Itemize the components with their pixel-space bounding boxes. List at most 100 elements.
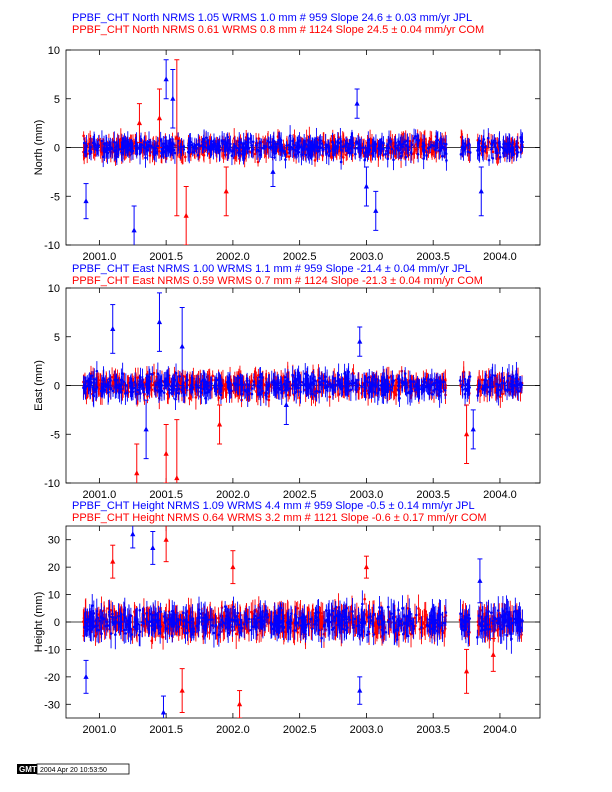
east-data-point bbox=[511, 375, 514, 379]
north-data-point bbox=[519, 150, 523, 154]
east-data-point bbox=[373, 390, 377, 394]
east-data-point bbox=[253, 376, 257, 380]
east-data-point bbox=[443, 388, 447, 392]
east-data-point bbox=[519, 385, 522, 389]
north-data-point bbox=[444, 148, 448, 151]
north-data-point bbox=[165, 147, 169, 150]
north-data-point bbox=[399, 142, 402, 146]
north-data-point bbox=[519, 140, 523, 143]
height-xtick-label: 2001.5 bbox=[149, 724, 183, 736]
north-data-point bbox=[113, 140, 116, 144]
east-data-point bbox=[341, 385, 344, 388]
east-data-point bbox=[484, 383, 488, 387]
north-outlier-point bbox=[174, 134, 180, 140]
east-data-point bbox=[92, 381, 96, 384]
east-data-point bbox=[288, 387, 292, 390]
north-data-point bbox=[477, 142, 480, 145]
height-header-jpl: PPBF_CHT Height NRMS 1.09 WRMS 4.4 mm # … bbox=[72, 500, 475, 512]
north-data-point bbox=[287, 148, 291, 151]
east-data-point bbox=[147, 387, 150, 391]
east-data-point bbox=[100, 387, 104, 390]
north-data-point bbox=[342, 156, 345, 159]
east-ytick-label: 5 bbox=[54, 332, 60, 344]
north-data-point bbox=[307, 143, 310, 147]
north-data-point bbox=[404, 155, 408, 159]
north-data-point bbox=[476, 149, 479, 152]
east-outlier-point bbox=[216, 421, 223, 427]
east-data-point bbox=[180, 388, 184, 392]
north-data-point bbox=[253, 152, 257, 156]
north-data-point bbox=[297, 139, 300, 143]
east-data-point bbox=[368, 386, 371, 389]
east-data-point bbox=[346, 387, 349, 391]
north-data-point bbox=[304, 153, 308, 157]
north-data-point bbox=[342, 138, 345, 141]
north-data-point bbox=[183, 155, 187, 159]
north-data-point bbox=[466, 150, 470, 154]
north-data-point bbox=[149, 144, 153, 148]
east-data-point bbox=[134, 384, 137, 387]
height-data-marks bbox=[82, 526, 524, 718]
north-data-point bbox=[503, 147, 506, 151]
east-data-point bbox=[95, 386, 99, 389]
east-data-point bbox=[255, 390, 258, 394]
north-data-point bbox=[102, 147, 106, 150]
east-data-point bbox=[491, 373, 494, 377]
height-ylabel: Height (mm) bbox=[33, 592, 45, 653]
height-panel: -30 -20 -10 0 10 20 30 2001.0 2001.5 2002.0 2002.5… bbox=[33, 525, 541, 736]
east-data-point bbox=[260, 381, 263, 385]
east-data-point bbox=[366, 381, 370, 384]
east-data-point bbox=[194, 396, 198, 399]
north-data-point bbox=[144, 156, 147, 160]
north-data-point bbox=[274, 149, 278, 153]
east-data-marks bbox=[82, 292, 524, 483]
north-data-point bbox=[319, 146, 322, 150]
north-data-point bbox=[297, 150, 301, 154]
east-data-point bbox=[401, 382, 404, 386]
east-data-point bbox=[153, 387, 157, 390]
east-data-point bbox=[177, 387, 181, 391]
east-data-point bbox=[160, 389, 164, 393]
east-data-point bbox=[215, 387, 219, 391]
east-data-point bbox=[362, 382, 366, 386]
east-data-point bbox=[126, 391, 129, 395]
east-data-point bbox=[299, 383, 302, 387]
north-data-point bbox=[316, 149, 319, 153]
east-data-point bbox=[430, 378, 434, 382]
north-series-jpl bbox=[82, 125, 524, 171]
north-data-point bbox=[95, 146, 99, 149]
north-data-point bbox=[120, 151, 123, 155]
north-data-point bbox=[204, 136, 208, 139]
north-data-point bbox=[238, 151, 242, 155]
north-data-point bbox=[491, 141, 495, 144]
north-data-point bbox=[313, 159, 317, 162]
east-data-point bbox=[285, 379, 288, 382]
north-data-point bbox=[397, 149, 401, 152]
north-data-point bbox=[291, 147, 294, 151]
north-data-point bbox=[302, 143, 306, 146]
east-data-point bbox=[515, 388, 519, 391]
north-data-point bbox=[410, 143, 414, 147]
east-data-point bbox=[139, 376, 142, 379]
east-data-point bbox=[392, 379, 395, 382]
east-data-point bbox=[163, 381, 167, 384]
north-data-point bbox=[309, 148, 312, 152]
east-data-point bbox=[136, 388, 140, 392]
east-data-point bbox=[328, 395, 332, 399]
east-data-point bbox=[332, 388, 335, 392]
north-data-point bbox=[430, 151, 434, 155]
north-data-point bbox=[358, 149, 362, 152]
east-data-point bbox=[311, 376, 315, 380]
north-data-point bbox=[147, 144, 150, 148]
east-data-point bbox=[183, 393, 186, 396]
north-outlier-point bbox=[478, 188, 484, 194]
east-data-point bbox=[199, 390, 202, 393]
north-data-point bbox=[162, 150, 165, 154]
east-outlier-point bbox=[179, 343, 185, 349]
north-data-point bbox=[197, 142, 200, 146]
east-data-point bbox=[398, 378, 401, 382]
east-data-point bbox=[375, 377, 378, 381]
north-data-point bbox=[491, 156, 495, 160]
east-data-point bbox=[516, 380, 519, 383]
north-data-point bbox=[182, 148, 186, 151]
